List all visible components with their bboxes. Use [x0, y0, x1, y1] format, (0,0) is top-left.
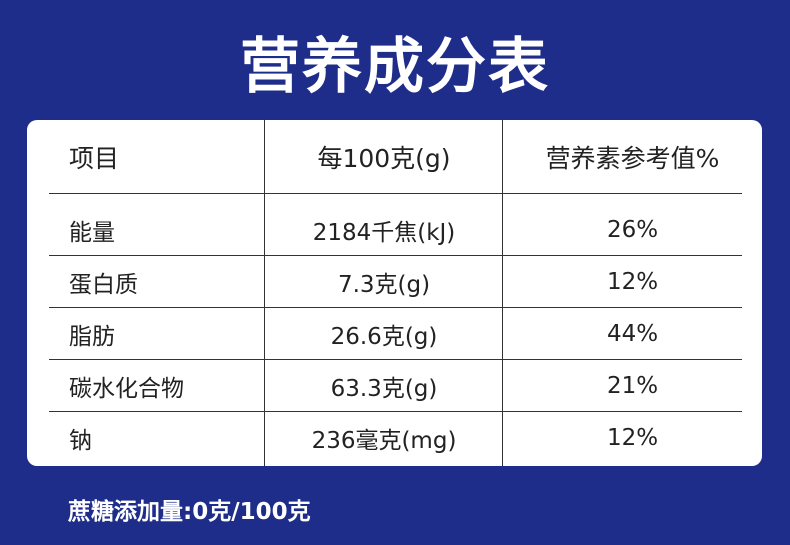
row-energy-nrv: 26% [606, 217, 659, 243]
header-item: 项目 [69, 143, 120, 173]
row-protein-amount: 7.3克(g) [337, 272, 431, 298]
header-amount: 每100克(g) [317, 143, 451, 173]
row-sodium-nrv: 12% [606, 425, 659, 451]
nutrition-table: 项目 每100克(g) 营养素参考值% 能量 2184千焦(kJ) 26% 蛋白… [27, 120, 762, 466]
page-title: 营养成分表 [240, 32, 550, 102]
header-nrv: 营养素参考值% [545, 143, 720, 173]
row-fat-amount: 26.6克(g) [330, 324, 438, 350]
row-divider [49, 411, 742, 412]
row-carbohydrate-nrv: 21% [606, 373, 659, 399]
column-divider [264, 120, 265, 466]
row-protein-item: 蛋白质 [69, 272, 138, 298]
row-divider [49, 307, 742, 308]
sugar-added-note: 蔗糖添加量:0克/100克 [68, 499, 311, 525]
row-fat-nrv: 44% [606, 321, 659, 347]
column-divider [502, 120, 503, 466]
row-protein-nrv: 12% [606, 269, 659, 295]
row-sodium-amount: 236毫克(mg) [311, 428, 457, 454]
row-carbohydrate-item: 碳水化合物 [69, 376, 184, 402]
row-energy-amount: 2184千焦(kJ) [312, 220, 456, 246]
row-sodium-item: 钠 [69, 428, 92, 454]
row-fat-item: 脂肪 [69, 324, 115, 350]
nutrition-table-panel: 项目 每100克(g) 营养素参考值% 能量 2184千焦(kJ) 26% 蛋白… [27, 120, 762, 466]
row-carbohydrate-amount: 63.3克(g) [330, 376, 438, 402]
row-divider [49, 359, 742, 360]
row-energy-item: 能量 [69, 220, 115, 246]
row-divider [49, 193, 742, 194]
row-divider [49, 255, 742, 256]
